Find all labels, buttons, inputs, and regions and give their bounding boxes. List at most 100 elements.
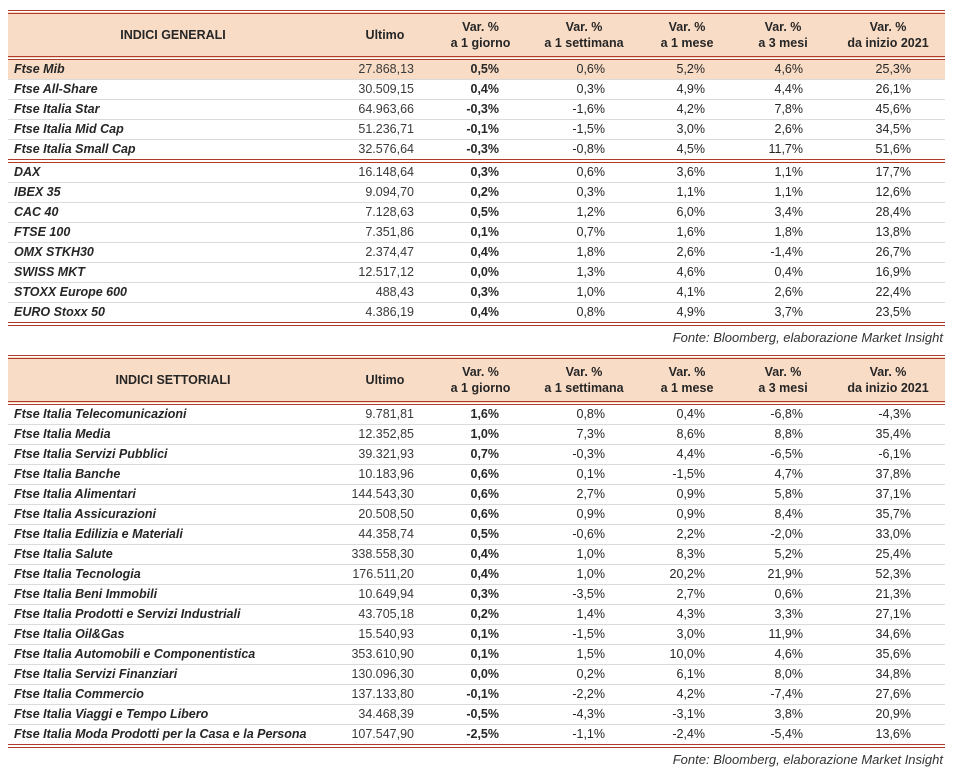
cell-m1: 2,7% (639, 584, 735, 605)
cell-ultimo: 130.096,30 (338, 664, 432, 685)
cell-w1: 0,8% (529, 403, 639, 425)
cell-d1: 1,6% (432, 403, 529, 425)
index-name: Ftse Italia Alimentari (8, 484, 338, 505)
cell-m1: 5,2% (639, 58, 735, 80)
cell-m1: 4,9% (639, 79, 735, 100)
cell-d1: -0,1% (432, 119, 529, 140)
header-row: INDICI SETTORIALI Ultimo Var. % a 1 gior… (8, 355, 945, 405)
index-row: Ftse All-Share 30.509,15 0,4% 0,3% 4,9% 4,4% 2… (8, 79, 945, 100)
cell-m1: 4,5% (639, 139, 735, 163)
cell-ytd: 37,1% (831, 484, 945, 505)
cell-m3: 7,8% (735, 99, 831, 120)
cell-m1: 20,2% (639, 564, 735, 585)
cell-m1: 4,1% (639, 282, 735, 303)
index-row: Ftse Italia Viaggi e Tempo Libero 34.468,… (8, 704, 945, 725)
cell-m3: 11,7% (735, 139, 831, 163)
header-line: a 3 mesi (758, 36, 808, 50)
index-row: Ftse Italia Mid Cap 51.236,71 -0,1% -1,5% 3,… (8, 119, 945, 140)
cell-m1: 4,3% (639, 604, 735, 625)
cell-ytd: -6,1% (831, 444, 945, 465)
col-header-var-1-mese: Var. % a 1 mese (639, 355, 735, 405)
cell-m1: 0,4% (639, 403, 735, 425)
indici-settoriali-table: INDICI SETTORIALI Ultimo Var. % a 1 gior… (8, 355, 945, 748)
cell-ytd: 23,5% (831, 302, 945, 326)
cell-m3: 3,3% (735, 604, 831, 625)
cell-w1: 1,0% (529, 282, 639, 303)
cell-d1: 0,4% (432, 544, 529, 565)
cell-ytd: 17,7% (831, 161, 945, 183)
cell-d1: 0,3% (432, 584, 529, 605)
cell-m1: 3,0% (639, 119, 735, 140)
cell-m3: 4,6% (735, 58, 831, 80)
cell-d1: 0,4% (432, 564, 529, 585)
cell-ytd: 35,6% (831, 644, 945, 665)
cell-m3: -5,4% (735, 724, 831, 748)
cell-d1: 0,1% (432, 644, 529, 665)
cell-ytd: 33,0% (831, 524, 945, 545)
cell-m1: 1,1% (639, 182, 735, 203)
cell-ultimo: 9.094,70 (338, 182, 432, 203)
cell-w1: 0,7% (529, 222, 639, 243)
index-name: Ftse Italia Star (8, 99, 338, 120)
cell-ytd: 26,7% (831, 242, 945, 263)
cell-m3: -6,8% (735, 403, 831, 425)
index-name: Ftse Italia Automobili e Componentistica (8, 644, 338, 665)
cell-m1: 4,2% (639, 99, 735, 120)
indici-settoriali-body: Ftse Italia Telecomunicazioni 9.781,81 1,6… (8, 403, 945, 748)
cell-ytd: 20,9% (831, 704, 945, 725)
cell-ytd: 16,9% (831, 262, 945, 283)
col-header-ultimo: Ultimo (338, 355, 432, 405)
cell-ultimo: 107.547,90 (338, 724, 432, 748)
index-name: CAC 40 (8, 202, 338, 223)
index-name: DAX (8, 161, 338, 183)
cell-ultimo: 144.543,30 (338, 484, 432, 505)
indici-settoriali-section: INDICI SETTORIALI Ultimo Var. % a 1 gior… (8, 355, 945, 769)
cell-m3: 8,8% (735, 424, 831, 445)
cell-ultimo: 15.540,93 (338, 624, 432, 645)
cell-m3: 2,6% (735, 282, 831, 303)
cell-w1: 1,3% (529, 262, 639, 283)
index-row: CAC 40 7.128,63 0,5% 1,2% 6,0% 3,4% 28,4% (8, 202, 945, 223)
cell-m1: 8,6% (639, 424, 735, 445)
source-note: Fonte: Bloomberg, elaborazione Market In… (672, 752, 943, 767)
cell-d1: 0,4% (432, 79, 529, 100)
index-row: DAX 16.148,64 0,3% 0,6% 3,6% 1,1% 17,7% (8, 161, 945, 183)
cell-d1: 0,0% (432, 664, 529, 685)
cell-m1: 6,1% (639, 664, 735, 685)
cell-d1: 0,6% (432, 464, 529, 485)
index-name: Ftse Italia Mid Cap (8, 119, 338, 140)
cell-ultimo: 27.868,13 (338, 58, 432, 80)
cell-w1: 7,3% (529, 424, 639, 445)
index-name: Ftse Italia Servizi Finanziari (8, 664, 338, 685)
cell-m3: 8,4% (735, 504, 831, 525)
header-line: a 1 settimana (544, 36, 624, 50)
cell-ultimo: 32.576,64 (338, 139, 432, 163)
cell-ytd: 12,6% (831, 182, 945, 203)
table-title: INDICI SETTORIALI (8, 355, 338, 405)
cell-w1: -1,1% (529, 724, 639, 748)
index-row: Ftse Italia Alimentari 144.543,30 0,6% 2,7%… (8, 484, 945, 505)
cell-w1: -0,3% (529, 444, 639, 465)
cell-w1: -0,8% (529, 139, 639, 163)
indici-generali-section: INDICI GENERALI Ultimo Var. % a 1 giorno… (8, 10, 945, 347)
cell-ultimo: 7.351,86 (338, 222, 432, 243)
cell-ultimo: 34.468,39 (338, 704, 432, 725)
cell-ultimo: 7.128,63 (338, 202, 432, 223)
cell-w1: -1,5% (529, 624, 639, 645)
cell-m1: 2,6% (639, 242, 735, 263)
index-row: Ftse Italia Oil&Gas 15.540,93 0,1% -1,5% 3,0… (8, 624, 945, 645)
cell-m3: -1,4% (735, 242, 831, 263)
cell-w1: 2,7% (529, 484, 639, 505)
cell-m3: 5,8% (735, 484, 831, 505)
cell-d1: 0,7% (432, 444, 529, 465)
header-line: Var. % (764, 20, 802, 34)
cell-m3: 4,6% (735, 644, 831, 665)
index-row: OMX STKH30 2.374,47 0,4% 1,8% 2,6% -1,4% 26,7% (8, 242, 945, 263)
cell-m3: 8,0% (735, 664, 831, 685)
index-name: STOXX Europe 600 (8, 282, 338, 303)
index-row: Ftse Italia Assicurazioni 20.508,50 0,6% 0,… (8, 504, 945, 525)
cell-w1: 0,3% (529, 79, 639, 100)
cell-m3: 21,9% (735, 564, 831, 585)
cell-ytd: 21,3% (831, 584, 945, 605)
